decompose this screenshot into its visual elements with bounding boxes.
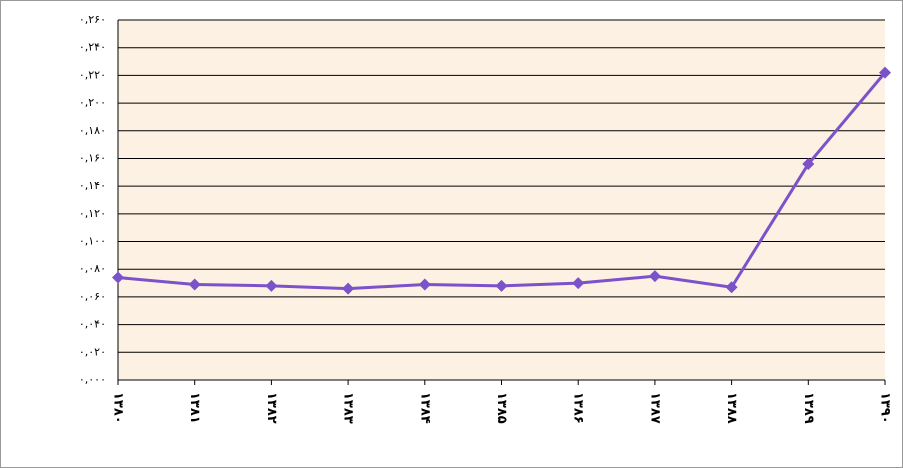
point-marker: [648, 270, 661, 283]
y-tick-label: ۰,۲۶۰: [79, 13, 106, 26]
y-tick-label: ۰,۰۲۰: [79, 345, 106, 358]
x-tick-label: ۱۳۸۲: [264, 392, 279, 424]
x-tick-label: ۱۳۹۰: [878, 392, 893, 424]
y-tick-label: ۰,۰۸۰: [79, 262, 106, 275]
x-tick-label: ۱۳۸۵: [494, 392, 509, 424]
point-marker: [112, 271, 124, 284]
x-tick-label: ۱۳۸۱: [187, 392, 202, 424]
y-tick-label: ۰,۱۴۰: [79, 179, 106, 192]
point-marker: [572, 277, 585, 290]
y-tick-label: ۰,۰۶۰: [79, 290, 106, 303]
y-tick-label: ۰,۱۶۰: [79, 151, 106, 164]
y-tick-label: ۰,۱۲۰: [79, 207, 106, 220]
x-tick-label: ۱۳۸۳: [341, 392, 356, 424]
y-tick-label: ۰,۰۰۰: [79, 373, 106, 386]
point-marker: [188, 278, 201, 291]
point-marker: [265, 279, 278, 292]
x-tick-label: ۱۳۸۹: [801, 392, 816, 424]
y-tick-label: ۰,۰۴۰: [79, 318, 106, 331]
x-tick-label: ۱۳۸۸: [724, 392, 739, 424]
x-tick-label: ۱۳۸۴: [417, 392, 432, 424]
point-marker: [495, 279, 508, 292]
x-tick-label: ۱۳۸۰: [111, 392, 126, 424]
plot-area: [118, 20, 885, 380]
point-marker: [342, 282, 355, 295]
point-marker: [418, 278, 431, 291]
x-tick-label: ۱۳۸۷: [647, 392, 662, 424]
x-tick-label: ۱۳۸۶: [571, 392, 586, 424]
y-tick-label: ۰,۲۰۰: [79, 96, 106, 109]
y-tick-label: ۰,۲۲۰: [79, 68, 106, 81]
y-tick-label: ۰,۱۰۰: [79, 235, 106, 248]
point-marker: [879, 66, 891, 79]
point-marker: [725, 281, 738, 294]
point-marker: [802, 158, 815, 170]
y-tick-label: ۰,۱۸۰: [79, 124, 106, 137]
y-tick-label: ۰,۲۴۰: [79, 41, 106, 54]
